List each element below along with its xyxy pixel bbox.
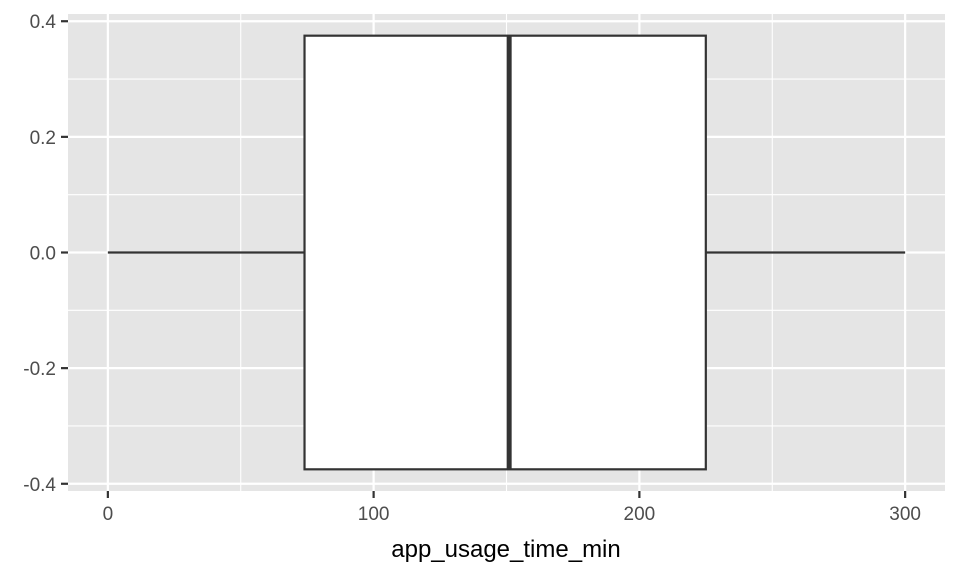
x-axis: 0 100 200 300 xyxy=(103,491,921,525)
x-tick-label: 300 xyxy=(889,504,921,525)
x-tick-label: 0 xyxy=(103,504,114,525)
y-tick-label: 0.0 xyxy=(30,244,56,265)
y-axis: -0.4 -0.2 0.0 0.2 0.4 xyxy=(23,12,68,496)
x-axis-title: app_usage_time_min xyxy=(391,536,621,563)
y-tick-label: -0.2 xyxy=(23,359,56,380)
box-layer xyxy=(107,34,906,471)
x-tick-label: 100 xyxy=(358,504,390,525)
y-tick-label: 0.2 xyxy=(30,128,56,149)
y-tick-label: -0.4 xyxy=(23,475,56,496)
x-tick-label: 200 xyxy=(624,504,656,525)
iqr-box xyxy=(303,34,707,471)
y-tick-label: 0.4 xyxy=(30,12,57,33)
